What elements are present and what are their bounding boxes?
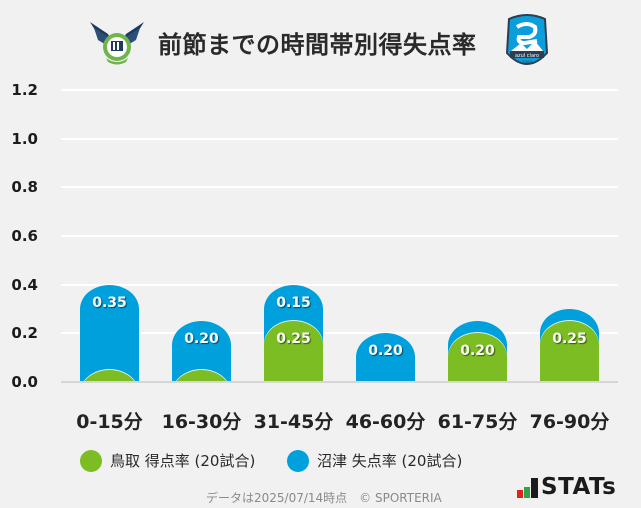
y-axis-tick-label: 0.4 <box>11 275 38 294</box>
legend-tottori-marker-icon <box>80 450 102 472</box>
gridline <box>61 88 618 91</box>
bar-segment-tottori-scored <box>540 321 599 382</box>
bar-value-label-tottori: 0.25 <box>276 331 311 348</box>
gridline <box>61 137 618 140</box>
x-axis-category-label: 76-90分 <box>529 411 610 433</box>
gridline <box>61 234 618 237</box>
x-axis-category-label: 0-15分 <box>76 411 143 433</box>
bar-segment-tottori-scored <box>172 369 231 382</box>
y-axis-tick-label: 0.0 <box>11 373 38 391</box>
x-axis-category-label: 16-30分 <box>161 411 242 433</box>
bar-group: 0.35 <box>80 0 139 382</box>
svg-text:1990: 1990 <box>522 60 533 65</box>
bar-group: 0.20 <box>172 0 231 382</box>
footer-data-note: データは2025/07/14時点 © SPORTERIA <box>206 491 442 505</box>
legend-tottori-label: 鳥取 得点率 (20試合) <box>110 452 256 470</box>
bar-segment-tottori-scored <box>264 321 323 382</box>
chart-title: 前節までの時間帯別得失点率 <box>158 31 477 59</box>
y-axis-tick-label: 1.2 <box>11 80 38 99</box>
gridline <box>61 186 618 189</box>
bar-group: 0.25 0.15 <box>264 0 323 382</box>
bar-value-label-tottori: 0.25 <box>552 331 587 348</box>
y-axis-tick-label: 0.6 <box>11 226 38 245</box>
y-axis-tick-label: 0.8 <box>11 178 38 197</box>
stats-brand-text: STATs <box>541 474 617 500</box>
x-axis-category-label: 46-60分 <box>345 411 426 433</box>
azul-claro-logo-icon: azul claro 1990 <box>505 13 549 71</box>
bar-value-label-numazu: 0.20 <box>368 343 403 360</box>
bar-segment-numazu-conceded <box>356 333 415 382</box>
x-axis-category-label: 31-45分 <box>253 411 334 433</box>
stats-red-bar-icon <box>517 490 523 498</box>
legend-numazu-label: 沼津 失点率 (20試合) <box>317 452 463 470</box>
y-axis-tick-label: 1.0 <box>11 129 38 148</box>
bar-segment-tottori-scored <box>80 369 139 382</box>
x-axis-category-label: 61-75分 <box>437 411 518 433</box>
legend-numazu-marker-icon <box>287 450 309 472</box>
bar-segment-numazu-conceded <box>80 284 139 382</box>
x-axis-baseline <box>61 381 618 383</box>
bar-segment-tottori-scored <box>448 333 507 382</box>
bar-value-label-numazu: 0.15 <box>276 294 311 311</box>
gainare-tottori-logo-icon <box>88 20 146 66</box>
bar-group: 0.25 <box>540 0 599 382</box>
bar-value-label-numazu: 0.20 <box>184 331 219 348</box>
bar-group: 0.20 <box>356 0 415 382</box>
gridline <box>61 332 618 335</box>
bar-value-label-numazu: 0.35 <box>92 294 127 311</box>
bar-group: 0.20 <box>448 0 507 382</box>
y-axis-tick-label: 0.2 <box>11 324 38 343</box>
gridline <box>61 283 618 286</box>
svg-text:azul claro: azul claro <box>515 53 539 59</box>
bar-value-label-tottori: 0.20 <box>460 343 495 360</box>
stats-brand-logo: STATs <box>516 474 636 500</box>
stats-black-bar-icon <box>531 478 538 498</box>
stats-green-bar-icon <box>524 487 530 498</box>
